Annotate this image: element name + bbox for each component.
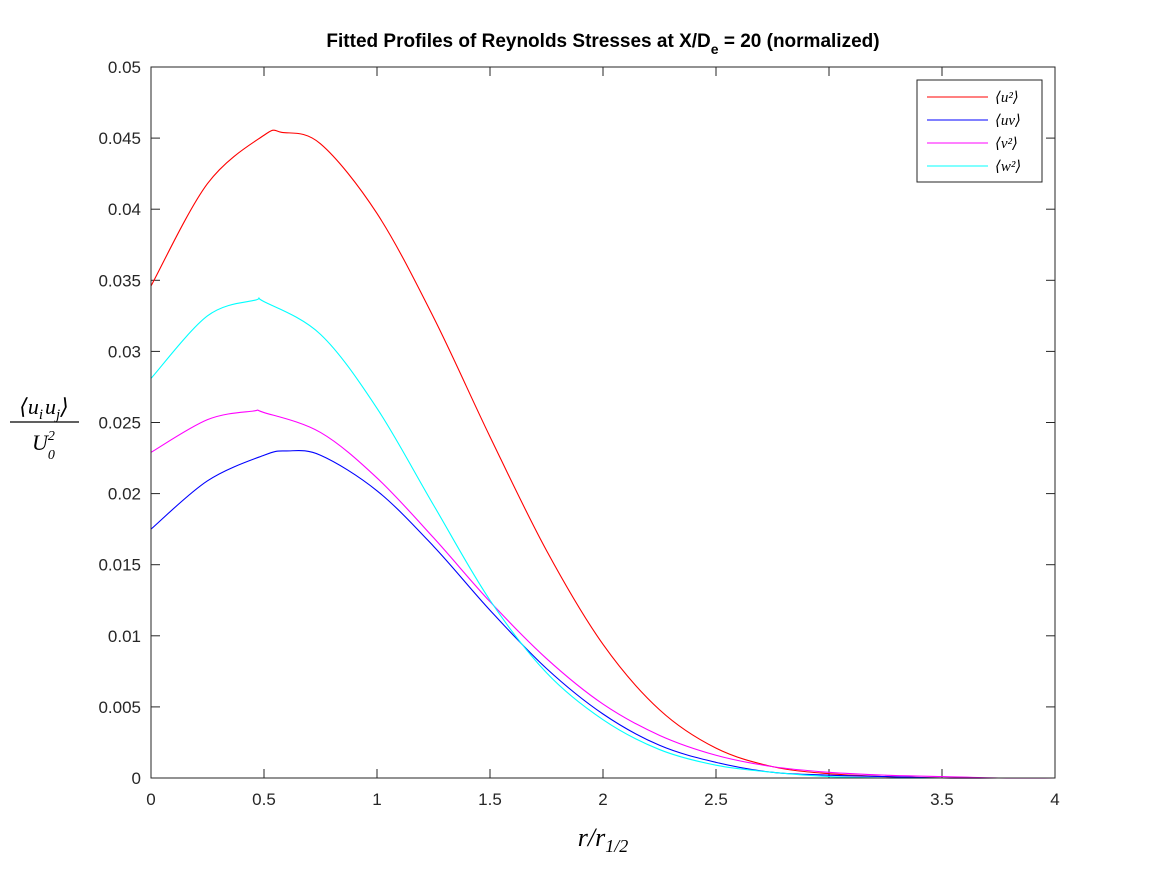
- legend: ⟨u²⟩ ⟨uv⟩ ⟨v²⟩ ⟨w²⟩: [916, 79, 1043, 183]
- y-tick-label: 0.05: [108, 58, 141, 77]
- y-tick-label: 0.02: [108, 485, 141, 504]
- y-axis-den-sup: 2: [48, 429, 55, 444]
- y-axis-label-numerator: ⟨uiuj⟩: [19, 394, 69, 423]
- series-line: [150, 449, 1055, 779]
- legend-label: ⟨u²⟩: [995, 90, 1019, 106]
- legend-label: ⟨w²⟩: [995, 159, 1021, 175]
- chart-title-subscript: e: [711, 41, 719, 57]
- chart-title-suffix: = 20 (normalized): [719, 31, 880, 52]
- legend-box: [916, 79, 1043, 183]
- x-tick-label: 3: [824, 790, 833, 809]
- y-tick-label: 0.01: [108, 627, 141, 646]
- chart-title-prefix: Fitted Profiles of Reynolds Stresses at …: [326, 31, 710, 52]
- x-tick-label: 0.5: [252, 790, 276, 809]
- y-tick-label: 0.04: [108, 200, 141, 219]
- x-tick-label: 2.5: [704, 790, 728, 809]
- x-axis-label-sub: 1/2: [605, 836, 628, 856]
- legend-label: ⟨uv⟩: [995, 113, 1021, 129]
- y-axis-num-close: ⟩: [59, 394, 69, 419]
- x-tick-label: 0: [146, 790, 155, 809]
- y-tick-label: 0.005: [98, 698, 141, 717]
- plot-area: [151, 67, 1055, 778]
- y-axis-den-main: U: [32, 430, 50, 455]
- legend-label: ⟨v²⟩: [995, 136, 1018, 152]
- y-axis-num-sub-j: j: [54, 407, 60, 423]
- y-axis-den-sub: 0: [48, 448, 55, 463]
- y-tick-label: 0.015: [98, 556, 141, 575]
- y-axis-label: ⟨uiuj⟩ U2 0: [10, 394, 79, 463]
- x-tick-labels: 0 0.5 1 1.5 2 2.5 3 3.5 4: [146, 790, 1059, 809]
- series-line: [150, 409, 1056, 779]
- y-tick-labels: 0 0.005 0.01 0.015 0.02 0.025 0.03 0.035 0.04 0.0…: [98, 58, 141, 788]
- axes-box: [150, 66, 1056, 779]
- y-axis-num-sub-i: i: [39, 407, 43, 423]
- x-tick-label: 4: [1050, 790, 1059, 809]
- y-axis-num-open: ⟨u: [19, 394, 39, 419]
- x-axis-label: r/r1/2: [578, 823, 628, 856]
- x-tick-label: 3.5: [930, 790, 954, 809]
- x-tick-label: 1.5: [478, 790, 502, 809]
- x-tick-label: 2: [598, 790, 607, 809]
- x-tick-label: 1: [372, 790, 381, 809]
- y-tick-label: 0.03: [108, 342, 141, 361]
- y-tick-label: 0: [132, 769, 141, 788]
- chart-title: Fitted Profiles of Reynolds Stresses at …: [326, 31, 879, 57]
- y-axis-label-denominator: U2 0: [32, 429, 55, 463]
- y-axis-num-mid: u: [45, 394, 56, 419]
- y-tick-label: 0.035: [98, 271, 141, 290]
- x-axis-label-main: r/r: [578, 823, 606, 852]
- y-tick-label: 0.025: [98, 414, 141, 433]
- y-tick-label: 0.045: [98, 129, 141, 148]
